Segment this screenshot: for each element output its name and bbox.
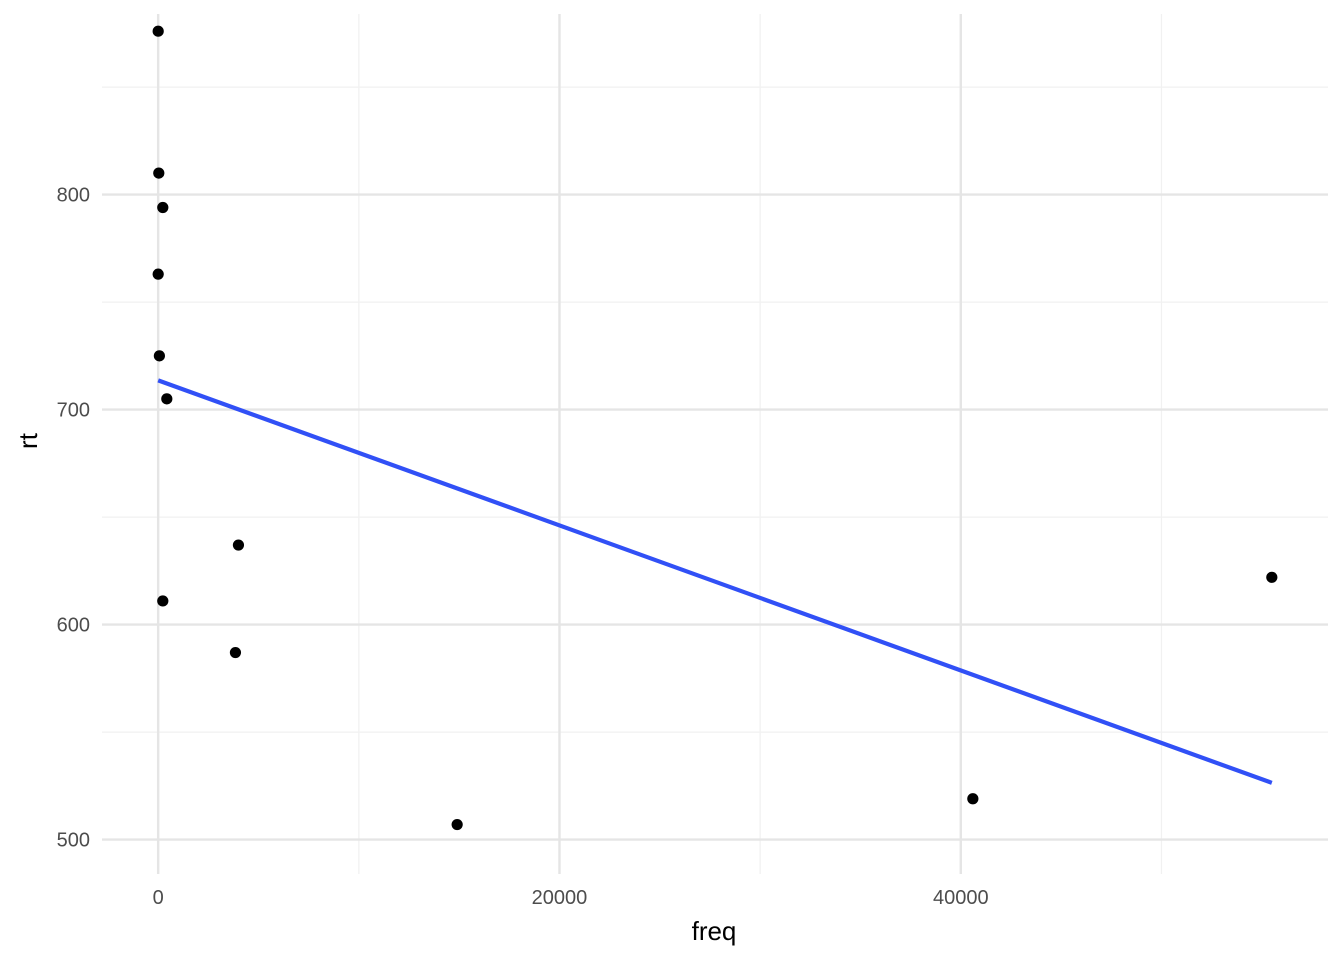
x-axis-tick-labels: 0 20000 40000 bbox=[153, 887, 989, 909]
data-points bbox=[152, 25, 1278, 831]
data-point bbox=[161, 393, 173, 405]
data-point bbox=[157, 201, 169, 214]
data-point bbox=[157, 595, 169, 607]
x-tick-label: 20000 bbox=[532, 887, 588, 909]
y-tick-label: 700 bbox=[57, 400, 90, 422]
data-point bbox=[967, 793, 979, 805]
data-point bbox=[153, 167, 165, 179]
y-tick-label: 500 bbox=[57, 830, 90, 852]
data-point bbox=[152, 268, 164, 280]
data-point bbox=[229, 646, 242, 659]
trend-line-layer bbox=[157, 378, 1273, 785]
data-point bbox=[451, 818, 463, 831]
data-point bbox=[232, 539, 245, 551]
y-tick-label: 800 bbox=[57, 185, 90, 207]
x-tick-label: 0 bbox=[153, 887, 164, 909]
y-tick-label: 600 bbox=[57, 615, 90, 637]
data-point bbox=[153, 350, 165, 362]
trend-line bbox=[157, 378, 1273, 785]
x-axis-title: freq bbox=[692, 916, 737, 946]
y-axis-tick-labels: 500 600 700 800 bbox=[57, 185, 90, 852]
y-axis-title: rt bbox=[13, 432, 43, 449]
data-point bbox=[1266, 571, 1278, 583]
data-point bbox=[152, 25, 164, 37]
x-tick-label: 40000 bbox=[933, 887, 989, 909]
major-gridlines bbox=[102, 14, 1328, 874]
minor-gridlines bbox=[102, 14, 1328, 874]
